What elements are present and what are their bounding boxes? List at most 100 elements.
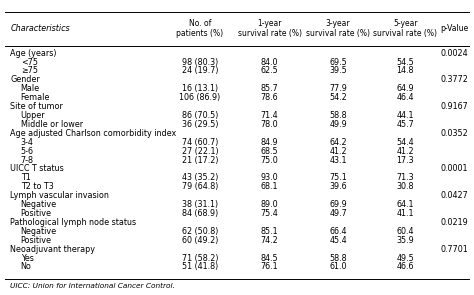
Text: 71.4: 71.4 <box>261 111 278 120</box>
Text: 0.0352: 0.0352 <box>440 129 468 138</box>
Text: 45.4: 45.4 <box>329 236 347 245</box>
Text: Lymph vascular invasion: Lymph vascular invasion <box>10 191 109 200</box>
Text: Pathological lymph node status: Pathological lymph node status <box>10 218 137 227</box>
Text: 0.9167: 0.9167 <box>440 102 468 111</box>
Text: 0.0427: 0.0427 <box>440 191 468 200</box>
Text: 49.5: 49.5 <box>397 253 414 263</box>
Text: 75.0: 75.0 <box>261 155 278 165</box>
Text: Site of tumor: Site of tumor <box>10 102 63 111</box>
Text: 16 (13.1): 16 (13.1) <box>182 84 218 93</box>
Text: 35.9: 35.9 <box>397 236 414 245</box>
Text: 41.2: 41.2 <box>397 147 414 156</box>
Text: 85.7: 85.7 <box>261 84 278 93</box>
Text: 74 (60.7): 74 (60.7) <box>182 138 218 147</box>
Text: 54.2: 54.2 <box>329 93 347 102</box>
Text: 0.0219: 0.0219 <box>440 218 468 227</box>
Text: 64.9: 64.9 <box>397 84 414 93</box>
Text: T1: T1 <box>21 173 30 182</box>
Text: Positive: Positive <box>21 209 52 218</box>
Text: 76.1: 76.1 <box>261 263 278 271</box>
Text: ≥75: ≥75 <box>21 66 38 76</box>
Text: Negative: Negative <box>21 200 57 209</box>
Text: 69.5: 69.5 <box>329 58 347 67</box>
Text: 1-year
survival rate (%): 1-year survival rate (%) <box>237 19 301 38</box>
Text: 0.0024: 0.0024 <box>440 49 468 58</box>
Text: 54.5: 54.5 <box>397 58 414 67</box>
Text: Upper: Upper <box>21 111 46 120</box>
Text: No: No <box>21 263 32 271</box>
Text: 77.9: 77.9 <box>329 84 347 93</box>
Text: 54.4: 54.4 <box>397 138 414 147</box>
Text: 86 (70.5): 86 (70.5) <box>182 111 218 120</box>
Text: 3-year
survival rate (%): 3-year survival rate (%) <box>306 19 370 38</box>
Text: 68.5: 68.5 <box>261 147 278 156</box>
Text: 30.8: 30.8 <box>397 182 414 191</box>
Text: 61.0: 61.0 <box>329 263 347 271</box>
Text: 71.3: 71.3 <box>397 173 414 182</box>
Text: Negative: Negative <box>21 227 57 236</box>
Text: 17.3: 17.3 <box>397 155 414 165</box>
Text: 43 (35.2): 43 (35.2) <box>182 173 218 182</box>
Text: <75: <75 <box>21 58 38 67</box>
Text: 5-year
survival rate (%): 5-year survival rate (%) <box>374 19 438 38</box>
Text: 39.6: 39.6 <box>329 182 347 191</box>
Text: 62.5: 62.5 <box>261 66 278 76</box>
Text: 27 (22.1): 27 (22.1) <box>182 147 218 156</box>
Text: Male: Male <box>21 84 40 93</box>
Text: UICC T status: UICC T status <box>10 164 64 173</box>
Text: 0.7701: 0.7701 <box>440 245 468 254</box>
Text: 46.6: 46.6 <box>397 263 414 271</box>
Text: 24 (19.7): 24 (19.7) <box>182 66 218 76</box>
Text: 64.1: 64.1 <box>397 200 414 209</box>
Text: 39.5: 39.5 <box>329 66 347 76</box>
Text: 62 (50.8): 62 (50.8) <box>182 227 218 236</box>
Text: 21 (17.2): 21 (17.2) <box>182 155 218 165</box>
Text: 46.4: 46.4 <box>397 93 414 102</box>
Text: 78.6: 78.6 <box>261 93 278 102</box>
Text: 49.9: 49.9 <box>329 120 347 129</box>
Text: 60.4: 60.4 <box>397 227 414 236</box>
Text: 60 (49.2): 60 (49.2) <box>182 236 218 245</box>
Text: 85.1: 85.1 <box>261 227 278 236</box>
Text: Middle or lower: Middle or lower <box>21 120 83 129</box>
Text: T2 to T3: T2 to T3 <box>21 182 54 191</box>
Text: 3-4: 3-4 <box>21 138 34 147</box>
Text: 58.8: 58.8 <box>329 253 347 263</box>
Text: UICC: Union for International Cancer Control.: UICC: Union for International Cancer Con… <box>10 283 175 289</box>
Text: 51 (41.8): 51 (41.8) <box>182 263 218 271</box>
Text: 75.4: 75.4 <box>261 209 278 218</box>
Text: 5-6: 5-6 <box>21 147 34 156</box>
Text: 75.1: 75.1 <box>329 173 347 182</box>
Text: 43.1: 43.1 <box>329 155 347 165</box>
Text: Neoadjuvant therapy: Neoadjuvant therapy <box>10 245 95 254</box>
Text: 71 (58.2): 71 (58.2) <box>182 253 218 263</box>
Text: 0.3772: 0.3772 <box>440 75 468 84</box>
Text: 89.0: 89.0 <box>261 200 278 209</box>
Text: 84.0: 84.0 <box>261 58 278 67</box>
Text: 79 (64.8): 79 (64.8) <box>182 182 218 191</box>
Text: 93.0: 93.0 <box>261 173 278 182</box>
Text: Characteristics: Characteristics <box>10 24 70 33</box>
Text: Female: Female <box>21 93 50 102</box>
Text: 41.2: 41.2 <box>329 147 347 156</box>
Text: 14.8: 14.8 <box>397 66 414 76</box>
Text: Age (years): Age (years) <box>10 49 57 58</box>
Text: 64.2: 64.2 <box>329 138 347 147</box>
Text: 36 (29.5): 36 (29.5) <box>182 120 218 129</box>
Text: Yes: Yes <box>21 253 34 263</box>
Text: 84.9: 84.9 <box>261 138 278 147</box>
Text: 44.1: 44.1 <box>397 111 414 120</box>
Text: Age adjusted Charlson comorbidity index: Age adjusted Charlson comorbidity index <box>10 129 176 138</box>
Text: 106 (86.9): 106 (86.9) <box>179 93 220 102</box>
Text: 38 (31.1): 38 (31.1) <box>182 200 218 209</box>
Text: 0.0001: 0.0001 <box>440 164 468 173</box>
Text: 84 (68.9): 84 (68.9) <box>182 209 218 218</box>
Text: 7-8: 7-8 <box>21 155 34 165</box>
Text: 45.7: 45.7 <box>397 120 414 129</box>
Text: 84.5: 84.5 <box>261 253 278 263</box>
Text: Gender: Gender <box>10 75 40 84</box>
Text: No. of
patients (%): No. of patients (%) <box>176 19 223 38</box>
Text: 74.2: 74.2 <box>261 236 278 245</box>
Text: 58.8: 58.8 <box>329 111 347 120</box>
Text: 41.1: 41.1 <box>397 209 414 218</box>
